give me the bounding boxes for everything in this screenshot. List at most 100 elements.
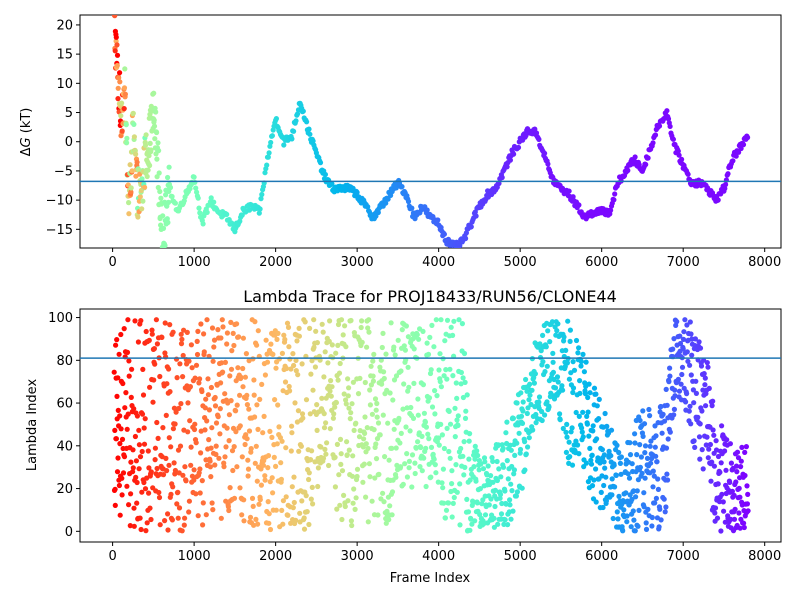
lambda-trace-point <box>560 387 566 393</box>
lambda-trace-point <box>634 488 640 494</box>
lambda-trace-point <box>174 375 180 381</box>
lambda-trace-point <box>385 420 391 426</box>
delta-g-point <box>264 162 270 168</box>
delta-g-point <box>114 62 120 69</box>
lambda-trace-point <box>257 497 263 503</box>
lambda-trace-point <box>126 358 132 364</box>
lambda-trace-point <box>647 413 653 419</box>
lambda-trace-point <box>300 415 306 421</box>
lambda-trace-point <box>438 421 444 427</box>
lambda-trace-point <box>156 489 162 496</box>
lambda-trace-point <box>450 373 456 379</box>
delta-g-point <box>269 133 275 139</box>
lambda-trace-point <box>320 455 327 461</box>
delta-g-point <box>740 142 747 148</box>
lambda-trace-point <box>631 488 637 494</box>
lambda-trace-point <box>439 432 445 438</box>
lambda-trace-point <box>321 374 327 380</box>
lambda-trace-point <box>209 500 215 506</box>
lambda-trace-point <box>530 427 536 433</box>
lambda-trace-point <box>238 374 244 380</box>
lambda-trace-point <box>455 413 461 419</box>
delta-g-point <box>650 140 656 146</box>
lambda-trace-point <box>391 377 398 383</box>
lambda-trace-point <box>464 496 470 502</box>
lambda-trace-point <box>662 509 668 515</box>
lambda-trace-point <box>676 388 683 394</box>
lambda-trace-point <box>665 436 671 442</box>
lambda-trace-point <box>423 424 429 430</box>
lambda-trace-point <box>308 371 314 377</box>
lambda-trace-point <box>653 453 659 459</box>
lambda-trace-point <box>206 407 212 413</box>
lambda-trace-point <box>165 527 171 533</box>
lambda-trace-point <box>734 449 741 455</box>
lambda-trace-point <box>744 501 751 507</box>
lambda-trace-point <box>192 375 198 381</box>
delta-g-point <box>457 243 463 248</box>
lambda-trace-point <box>474 500 480 506</box>
lambda-trace-point <box>205 392 211 398</box>
lambda-trace-point <box>383 520 389 526</box>
lambda-trace-point <box>467 527 473 533</box>
lambda-trace-point <box>589 452 595 458</box>
lambda-trace-point <box>184 329 190 335</box>
lambda-trace-point <box>370 358 376 364</box>
lambda-trace-point <box>333 400 339 406</box>
lambda-trace-point <box>200 500 206 506</box>
lambda-trace-point <box>504 419 510 425</box>
lambda-trace-point <box>252 414 258 420</box>
delta-g-point <box>121 106 127 112</box>
lambda-trace-point <box>447 455 453 461</box>
lambda-trace-point <box>684 322 690 328</box>
lambda-trace-point <box>193 362 200 368</box>
lambda-trace-point <box>276 424 282 430</box>
delta-g-point <box>148 147 154 153</box>
lambda-trace-point <box>379 344 385 351</box>
delta-g-point <box>281 142 287 148</box>
lambda-trace-point <box>687 403 693 409</box>
lambda-trace-x-tick-label: 3000 <box>341 549 374 564</box>
lambda-trace-point <box>371 427 377 433</box>
delta-g-point <box>510 151 517 157</box>
lambda-trace-point <box>508 516 514 522</box>
lambda-trace-point <box>527 381 533 387</box>
lambda-trace-point <box>343 401 349 407</box>
lambda-trace-point <box>303 397 310 403</box>
lambda-trace-point <box>412 470 418 477</box>
lambda-trace-point <box>157 373 163 380</box>
delta-g-point <box>738 145 744 152</box>
lambda-trace-point <box>432 462 438 468</box>
lambda-trace-point <box>315 465 321 471</box>
lambda-trace-point <box>656 524 662 530</box>
lambda-trace-point <box>381 375 387 382</box>
lambda-trace-point <box>364 425 370 431</box>
lambda-trace-point <box>272 397 278 403</box>
lambda-trace-point <box>491 524 497 530</box>
delta-g-point <box>237 218 243 224</box>
lambda-trace-point <box>306 521 312 528</box>
lambda-trace-point <box>738 458 744 464</box>
lambda-trace-x-tick-label: 6000 <box>585 549 618 564</box>
lambda-trace-point <box>319 395 325 401</box>
lambda-trace-point <box>450 500 456 506</box>
delta-g-point <box>504 164 510 170</box>
lambda-trace-point <box>576 413 582 419</box>
delta-g-point <box>566 188 572 194</box>
lambda-trace-point <box>677 333 683 339</box>
lambda-trace-point <box>401 381 407 387</box>
delta-g-point <box>142 142 149 148</box>
lambda-trace-point <box>323 451 329 457</box>
lambda-trace-point <box>444 425 450 431</box>
lambda-trace-point <box>244 392 250 398</box>
lambda-trace-point <box>345 376 351 382</box>
lambda-trace-point <box>585 394 591 401</box>
lambda-trace-point <box>367 402 373 408</box>
lambda-trace-point <box>573 337 580 344</box>
lambda-trace-point <box>291 499 297 506</box>
lambda-trace-point <box>327 318 333 324</box>
delta-g-point <box>121 85 128 91</box>
lambda-trace-point <box>275 402 281 408</box>
lambda-trace-point <box>168 444 174 450</box>
lambda-trace-point <box>369 498 375 504</box>
